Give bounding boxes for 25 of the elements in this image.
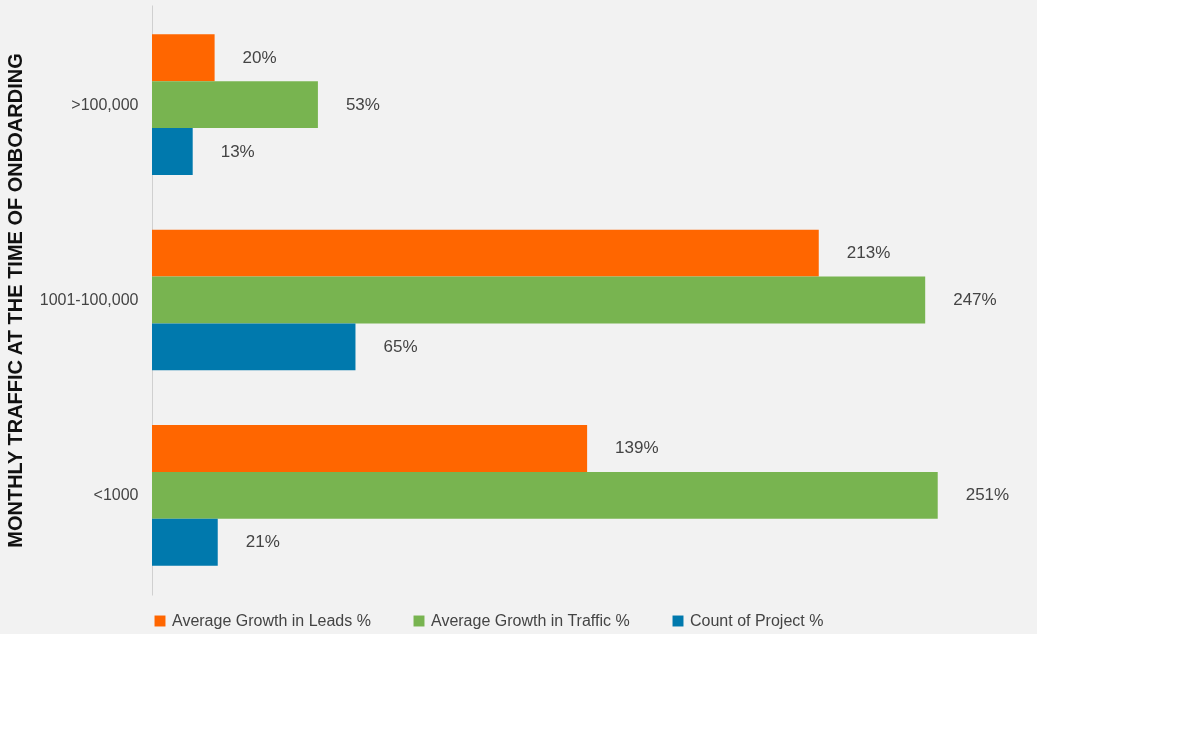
bar [152, 229, 819, 277]
bar [152, 34, 215, 82]
y-tick-label: <1000 [93, 486, 139, 504]
bar [152, 128, 193, 175]
bar [152, 471, 938, 519]
data-label: 213% [846, 243, 891, 263]
y-axis-title: MONTHLY TRAFFIC AT THE TIME OF ONBOARDING [3, 53, 26, 548]
y-tick-label: 1001-100,000 [39, 291, 139, 308]
bar [152, 425, 588, 472]
legend-label: Count of Project % [690, 612, 824, 629]
data-label: 21% [245, 532, 280, 552]
legend-label: Average Growth in Traffic % [431, 612, 630, 629]
legend-label: Average Growth in Leads % [172, 612, 371, 629]
bar [152, 81, 318, 129]
data-label: 20% [242, 47, 277, 67]
data-label: 247% [953, 290, 997, 309]
data-label: 65% [383, 336, 418, 356]
y-tick-label: >100,000 [71, 95, 139, 113]
bar [152, 323, 356, 371]
bar [152, 518, 218, 566]
data-label: 53% [345, 94, 380, 114]
bar [152, 276, 926, 324]
data-label: 251% [965, 485, 1010, 505]
data-label: 13% [220, 141, 255, 161]
data-label: 139% [615, 438, 659, 458]
